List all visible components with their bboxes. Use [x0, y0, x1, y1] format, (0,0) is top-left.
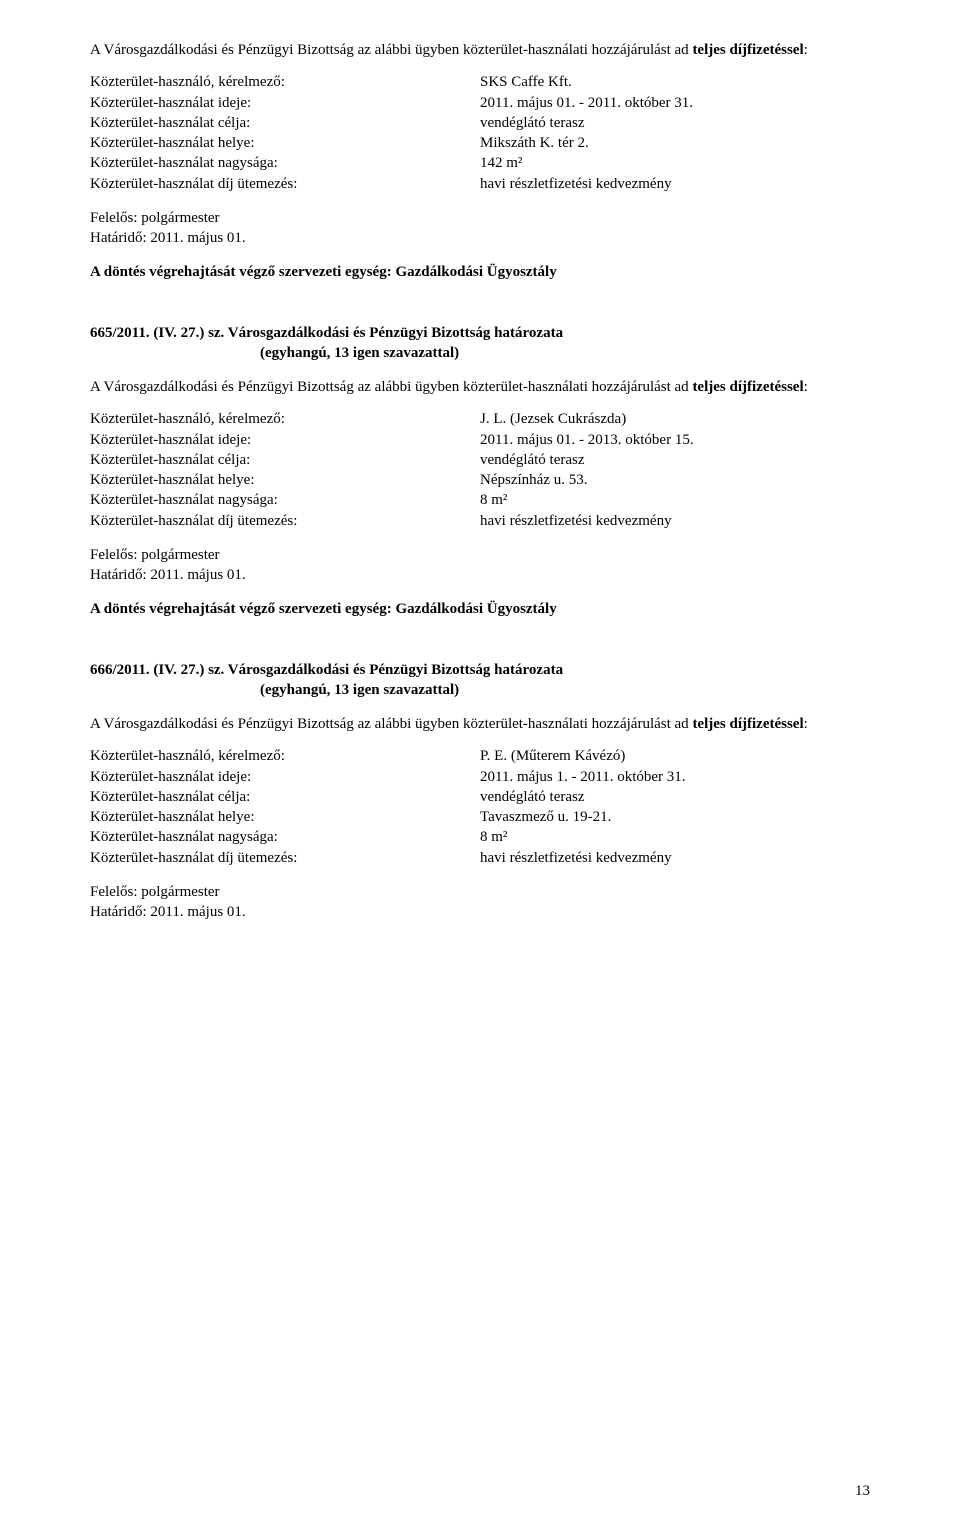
intro-bold: teljes díjfizetéssel — [692, 379, 803, 395]
intro-paragraph: A Városgazdálkodási és Pénzügyi Bizottsá… — [90, 40, 870, 60]
hatarido-line: Határidő: 2011. május 01. — [90, 228, 870, 248]
kv-row: Közterület-használat nagysága:142 m² — [90, 153, 870, 173]
kv-value: 142 m² — [480, 153, 870, 173]
kv-row: Közterület-használó, kérelmező:J. L. (Je… — [90, 409, 870, 429]
decision-subheader: (egyhangú, 13 igen szavazattal) — [90, 343, 870, 363]
kv-row: Közterület-használat díj ütemezés:havi r… — [90, 174, 870, 194]
kv-label: Közterület-használat nagysága: — [90, 827, 480, 847]
kv-row: Közterület-használat ideje:2011. május 0… — [90, 93, 870, 113]
kv-label: Közterület-használat célja: — [90, 450, 480, 470]
vegzo-line: A döntés végrehajtását végző szervezeti … — [90, 599, 870, 619]
kv-label: Közterület-használat díj ütemezés: — [90, 174, 480, 194]
kv-value: J. L. (Jezsek Cukrászda) — [480, 409, 870, 429]
kv-row: Közterület-használat helye:Mikszáth K. t… — [90, 133, 870, 153]
kv-row: Közterület-használat helye:Tavaszmező u.… — [90, 807, 870, 827]
kv-value: 8 m² — [480, 827, 870, 847]
kv-label: Közterület-használat ideje: — [90, 767, 480, 787]
kv-row: Közterület-használat célja:vendéglátó te… — [90, 450, 870, 470]
felelos-line: Felelős: polgármester — [90, 208, 870, 228]
intro-text-1: A Városgazdálkodási és Pénzügyi Bizottsá… — [90, 716, 692, 732]
kv-row: Közterület-használó, kérelmező:SKS Caffe… — [90, 72, 870, 92]
kv-row: Közterület-használó, kérelmező:P. E. (Mű… — [90, 746, 870, 766]
kv-value: SKS Caffe Kft. — [480, 72, 870, 92]
intro-text-1: A Városgazdálkodási és Pénzügyi Bizottsá… — [90, 42, 692, 58]
kv-value: 2011. május 01. - 2013. október 15. — [480, 430, 870, 450]
hatarido-line: Határidő: 2011. május 01. — [90, 565, 870, 585]
kv-label: Közterület-használat nagysága: — [90, 490, 480, 510]
kv-label: Közterület-használat helye: — [90, 470, 480, 490]
kv-label: Közterület-használó, kérelmező: — [90, 746, 480, 766]
intro-paragraph: A Városgazdálkodási és Pénzügyi Bizottsá… — [90, 377, 870, 397]
intro-paragraph: A Városgazdálkodási és Pénzügyi Bizottsá… — [90, 714, 870, 734]
kv-value: vendéglátó terasz — [480, 450, 870, 470]
kv-value: Tavaszmező u. 19-21. — [480, 807, 870, 827]
kv-label: Közterület-használat helye: — [90, 133, 480, 153]
kv-value: P. E. (Műterem Kávézó) — [480, 746, 870, 766]
kv-row: Közterület-használat helye:Népszínház u.… — [90, 470, 870, 490]
vegzo-line: A döntés végrehajtását végző szervezeti … — [90, 262, 870, 282]
kv-row: Közterület-használat célja:vendéglátó te… — [90, 113, 870, 133]
kv-row: Közterület-használat nagysága:8 m² — [90, 827, 870, 847]
kv-label: Közterület-használat ideje: — [90, 93, 480, 113]
kv-value: havi részletfizetési kedvezmény — [480, 848, 870, 868]
kv-label: Közterület-használó, kérelmező: — [90, 409, 480, 429]
kv-label: Közterület-használó, kérelmező: — [90, 72, 480, 92]
kv-value: 2011. május 01. - 2011. október 31. — [480, 93, 870, 113]
decision-subheader: (egyhangú, 13 igen szavazattal) — [90, 680, 870, 700]
kv-label: Közterület-használat helye: — [90, 807, 480, 827]
intro-text-1: A Városgazdálkodási és Pénzügyi Bizottsá… — [90, 379, 692, 395]
hatarido-line: Határidő: 2011. május 01. — [90, 902, 870, 922]
kv-value: vendéglátó terasz — [480, 787, 870, 807]
kv-label: Közterület-használat ideje: — [90, 430, 480, 450]
kv-row: Közterület-használat célja:vendéglátó te… — [90, 787, 870, 807]
kv-row: Közterület-használat ideje:2011. május 1… — [90, 767, 870, 787]
decision-header: 665/2011. (IV. 27.) sz. Városgazdálkodás… — [90, 323, 870, 343]
kv-value: havi részletfizetési kedvezmény — [480, 174, 870, 194]
kv-label: Közterület-használat nagysága: — [90, 153, 480, 173]
intro-text-2: : — [804, 379, 808, 395]
kv-value: vendéglátó terasz — [480, 113, 870, 133]
kv-label: Közterület-használat díj ütemezés: — [90, 848, 480, 868]
decision-header: 666/2011. (IV. 27.) sz. Városgazdálkodás… — [90, 660, 870, 680]
kv-row: Közterület-használat nagysága:8 m² — [90, 490, 870, 510]
kv-row: Közterület-használat díj ütemezés:havi r… — [90, 848, 870, 868]
intro-bold: teljes díjfizetéssel — [692, 42, 803, 58]
intro-text-2: : — [804, 42, 808, 58]
felelos-line: Felelős: polgármester — [90, 882, 870, 902]
felelos-line: Felelős: polgármester — [90, 545, 870, 565]
kv-label: Közterület-használat célja: — [90, 113, 480, 133]
kv-value: Népszínház u. 53. — [480, 470, 870, 490]
kv-label: Közterület-használat célja: — [90, 787, 480, 807]
page-number: 13 — [855, 1481, 870, 1501]
kv-value: 2011. május 1. - 2011. október 31. — [480, 767, 870, 787]
kv-value: 8 m² — [480, 490, 870, 510]
document-page: A Városgazdálkodási és Pénzügyi Bizottsá… — [0, 0, 960, 1521]
kv-value: havi részletfizetési kedvezmény — [480, 511, 870, 531]
kv-value: Mikszáth K. tér 2. — [480, 133, 870, 153]
kv-label: Közterület-használat díj ütemezés: — [90, 511, 480, 531]
kv-row: Közterület-használat ideje:2011. május 0… — [90, 430, 870, 450]
intro-bold: teljes díjfizetéssel — [692, 716, 803, 732]
intro-text-2: : — [804, 716, 808, 732]
kv-row: Közterület-használat díj ütemezés:havi r… — [90, 511, 870, 531]
